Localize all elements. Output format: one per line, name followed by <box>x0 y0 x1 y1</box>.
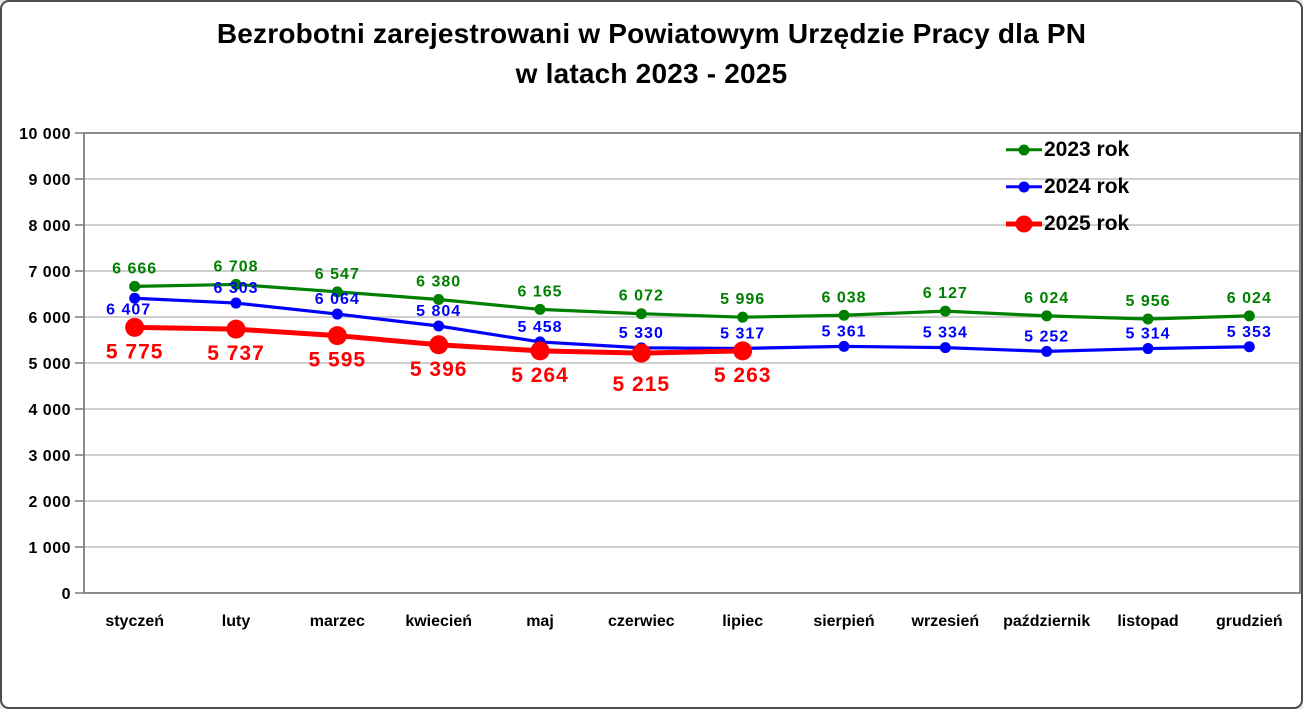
data-label: 6 127 <box>923 285 968 302</box>
data-point <box>631 343 651 363</box>
data-point <box>230 278 242 290</box>
data-point <box>1142 343 1154 355</box>
data-label: 5 264 <box>511 364 569 387</box>
data-label: 6 708 <box>213 258 258 275</box>
data-point <box>939 305 951 317</box>
data-point <box>226 319 246 339</box>
y-axis-label: 2 000 <box>28 494 71 511</box>
x-axis-label: listopad <box>1117 613 1178 630</box>
data-point <box>230 297 242 309</box>
data-point <box>737 311 749 323</box>
series-line-0 <box>134 282 1250 321</box>
data-point <box>534 303 546 315</box>
x-axis-label: maj <box>526 613 554 630</box>
data-label: 5 215 <box>613 373 671 396</box>
data-point <box>125 317 145 337</box>
y-axis-label: 1 000 <box>28 540 71 557</box>
data-label: 5 396 <box>410 358 468 381</box>
data-label: 5 334 <box>923 325 968 342</box>
legend-item-2024: 2024 rok <box>1004 168 1129 205</box>
y-axis-label: 9 000 <box>28 172 71 189</box>
data-label: 6 072 <box>619 288 664 305</box>
data-label: 6 165 <box>517 283 562 300</box>
data-label: 6 024 <box>1024 290 1069 307</box>
data-point <box>838 309 850 321</box>
data-point <box>635 308 647 320</box>
data-point <box>1243 341 1255 353</box>
y-axis-label: 6 000 <box>28 310 71 327</box>
data-label: 5 317 <box>720 325 765 342</box>
data-label: 6 407 <box>106 301 151 318</box>
x-axis-label: lipiec <box>722 613 763 630</box>
data-label: 5 775 <box>106 340 164 363</box>
data-label: 5 458 <box>517 319 562 336</box>
y-axis-label: 10 000 <box>19 126 71 143</box>
series-line-1 <box>134 296 1250 354</box>
chart-title-line1: Bezrobotni zarejestrowani w Powiatowym U… <box>216 18 1087 49</box>
data-point <box>331 286 343 298</box>
data-label: 6 038 <box>821 289 866 306</box>
data-point <box>1243 310 1255 322</box>
data-label: 5 361 <box>821 323 866 340</box>
chart-legend: 2023 rok 2024 rok 2025 rok <box>1004 131 1129 242</box>
data-label: 6 064 <box>315 291 360 308</box>
legend-label-2025: 2025 rok <box>1044 211 1130 235</box>
data-point <box>433 320 445 332</box>
data-point <box>327 326 347 346</box>
data-point <box>530 341 550 361</box>
y-axis-label: 3 000 <box>28 448 71 465</box>
legend-item-2023: 2023 rok <box>1004 131 1129 168</box>
x-axis-label: czerwiec <box>608 613 675 630</box>
data-label: 6 024 <box>1227 290 1272 307</box>
data-label: 5 263 <box>714 364 772 387</box>
data-label: 5 595 <box>309 349 367 372</box>
data-point <box>1041 345 1053 357</box>
legend-item-2025: 2025 rok <box>1004 205 1129 242</box>
data-point <box>429 335 449 355</box>
x-axis-label: kwiecień <box>405 613 472 630</box>
legend-label-2023: 2023 rok <box>1044 137 1130 161</box>
data-point <box>1041 310 1053 322</box>
x-axis-label: styczeń <box>105 613 164 630</box>
y-axis-label: 8 000 <box>28 218 71 235</box>
x-axis-label: marzec <box>310 613 365 630</box>
data-point <box>1142 313 1154 325</box>
data-label: 5 737 <box>207 342 265 365</box>
data-point <box>331 308 343 320</box>
data-point <box>939 342 951 354</box>
data-label: 5 252 <box>1024 328 1069 345</box>
data-label: 6 666 <box>112 260 157 277</box>
legend-marker-2023-icon <box>1004 140 1044 160</box>
data-label: 5 804 <box>416 303 461 320</box>
data-label: 6 380 <box>416 274 461 291</box>
data-point <box>129 292 141 304</box>
data-label: 5 956 <box>1125 293 1170 310</box>
y-axis-label: 0 <box>62 586 71 603</box>
y-axis-label: 4 000 <box>28 402 71 419</box>
data-label: 5 314 <box>1125 326 1170 343</box>
x-axis-label: październik <box>1003 613 1090 630</box>
data-label: 5 996 <box>720 291 765 308</box>
data-label: 5 353 <box>1227 324 1272 341</box>
data-point <box>733 341 753 361</box>
y-axis-label: 7 000 <box>28 264 71 281</box>
x-axis-label: luty <box>222 613 251 630</box>
legend-label-2024: 2024 rok <box>1044 174 1130 198</box>
legend-marker-2024-icon <box>1004 177 1044 197</box>
data-label: 6 547 <box>315 266 360 283</box>
x-axis-label: sierpień <box>813 613 874 630</box>
legend-marker-2025-icon <box>1004 214 1044 234</box>
x-axis-label: grudzień <box>1216 613 1283 630</box>
data-label: 5 330 <box>619 325 664 342</box>
chart-title: Bezrobotni zarejestrowani w Powiatowym U… <box>2 14 1301 94</box>
data-label: 6 303 <box>213 280 258 297</box>
data-point <box>433 294 445 306</box>
data-point <box>129 280 141 292</box>
x-axis-label: wrzesień <box>911 613 980 630</box>
chart-title-line2: w latach 2023 - 2025 <box>515 58 788 89</box>
data-point <box>838 340 850 352</box>
y-axis-label: 5 000 <box>28 356 71 373</box>
